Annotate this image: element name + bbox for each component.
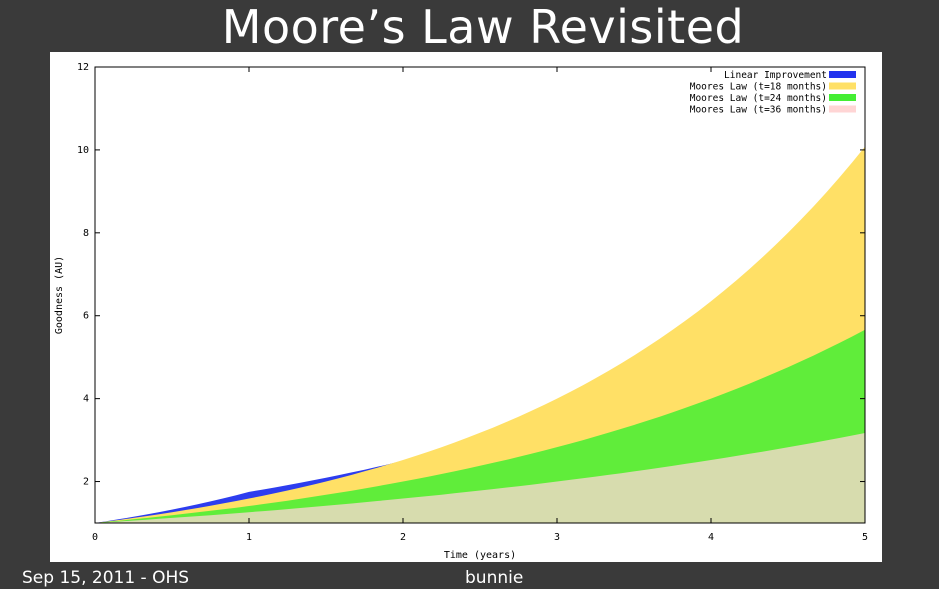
x-tick-label: 5 xyxy=(862,532,868,543)
x-tick-label: 1 xyxy=(246,532,252,543)
y-tick-label: 4 xyxy=(83,394,89,405)
series-areas xyxy=(95,146,865,523)
y-tick-label: 12 xyxy=(77,62,89,73)
x-axis-ticks: 0 1 2 3 4 5 xyxy=(92,67,868,543)
slide-title: Moore’s Law Revisited xyxy=(221,0,745,54)
y-axis-label: Goodness (AU) xyxy=(54,256,65,334)
legend-swatch xyxy=(829,82,856,90)
plot-frame xyxy=(94,66,866,524)
y-tick-label: 10 xyxy=(77,145,89,156)
x-axis-label: Time (years) xyxy=(444,550,516,561)
legend-swatch xyxy=(829,71,856,78)
legend-label: Moores Law (t=24 months) xyxy=(690,93,827,104)
y-tick-label: 6 xyxy=(83,311,89,322)
x-tick-label: 0 xyxy=(92,532,98,543)
y-tick-label: 2 xyxy=(83,477,89,488)
footer-date-venue: Sep 15, 2011 - OHS xyxy=(22,568,190,588)
legend-label: Moores Law (t=18 months) xyxy=(690,82,827,93)
footer-author: bunnie xyxy=(465,568,524,588)
area-moores-law-t-36-months xyxy=(95,433,865,523)
legend-swatch xyxy=(829,105,856,113)
y-tick-label: 8 xyxy=(83,228,89,239)
x-tick-label: 4 xyxy=(708,532,714,543)
x-tick-label: 3 xyxy=(554,532,560,543)
legend-swatch xyxy=(829,94,856,101)
legend-label: Linear Improvement xyxy=(724,70,827,81)
x-tick-label: 2 xyxy=(400,532,406,543)
y-axis-ticks: 2 4 6 8 10 12 xyxy=(77,62,865,488)
legend-label: Moores Law (t=36 months) xyxy=(690,105,827,116)
